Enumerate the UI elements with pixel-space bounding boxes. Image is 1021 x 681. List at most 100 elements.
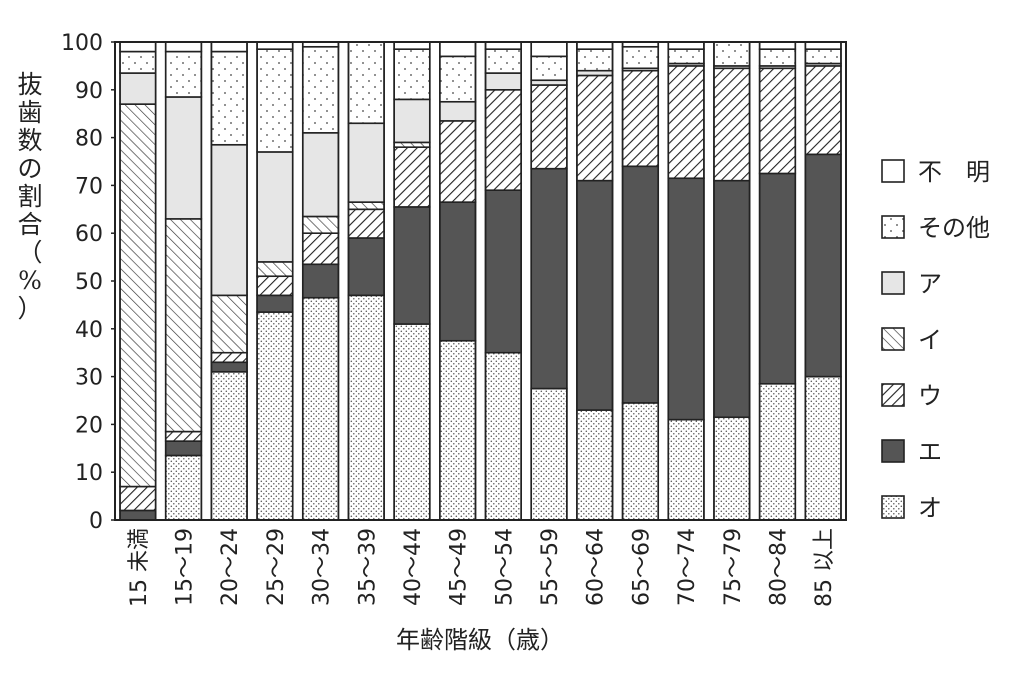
- bar-segment: [210, 294, 248, 354]
- bar-segment: [758, 41, 797, 50]
- y-axis-label: 抜歯数の割合（%）: [17, 70, 42, 323]
- bar-segment: [804, 375, 842, 521]
- bar-stack: [484, 41, 522, 521]
- bar-segment: [347, 122, 385, 203]
- bar-segment: [713, 179, 751, 419]
- bar-segment: [621, 69, 660, 168]
- bar-stack: [301, 41, 340, 521]
- x-category-label: 60～64: [584, 528, 609, 606]
- x-category-label: 30～34: [310, 528, 335, 606]
- bar-segment: [210, 361, 248, 373]
- bar-stack: [393, 41, 431, 521]
- y-tick-label: 60: [75, 222, 103, 247]
- x-category-label: 50～54: [492, 528, 517, 606]
- bar-segment: [119, 509, 157, 521]
- y-tick-labels: 0 10 20 30 40 50 60 70 80 90 100: [61, 31, 115, 534]
- bar-stack: [576, 41, 614, 521]
- bar-segment: [393, 323, 431, 521]
- bar-segment: [439, 201, 477, 342]
- y-tick-label: 30: [75, 366, 103, 391]
- bar-segment: [804, 65, 842, 156]
- bar-segment: [576, 179, 614, 411]
- bar-stack: [713, 41, 751, 521]
- bar-segment: [530, 41, 568, 58]
- bar-segment: [256, 294, 294, 313]
- y-tick-label: 80: [75, 127, 103, 152]
- bar-segment: [576, 41, 614, 50]
- bar-segment: [484, 89, 522, 191]
- bar-segment: [119, 72, 157, 105]
- legend-item: イ: [881, 326, 942, 354]
- bar-segment: [256, 41, 294, 50]
- bar-segment: [210, 351, 248, 364]
- bar-segment: [439, 100, 477, 122]
- bar-stack: [347, 41, 385, 521]
- plot-frame: [114, 41, 847, 521]
- x-category-label: 15 未満: [127, 528, 152, 607]
- x-category-label: 70～74: [675, 528, 700, 606]
- bar-segment: [758, 172, 797, 385]
- bar-segment: [439, 55, 477, 103]
- bar-segment: [758, 382, 797, 521]
- bar-segment: [804, 153, 842, 378]
- bar-segment: [393, 206, 431, 325]
- x-axis-label: 年齢階級（歳）: [396, 626, 564, 654]
- bar-stack: [530, 41, 568, 521]
- x-category-label: 40～44: [401, 528, 426, 606]
- y-tick-label: 20: [75, 413, 103, 438]
- x-category-label: 25～29: [264, 528, 289, 606]
- bar-stack: [439, 41, 477, 521]
- bar-segment: [484, 72, 522, 91]
- bar-segment: [393, 98, 431, 144]
- y-tick-label: 40: [75, 318, 103, 343]
- bar-segment: [164, 440, 203, 457]
- bar-segment: [393, 146, 431, 208]
- legend-item: オ: [881, 494, 942, 522]
- bar-segment: [301, 296, 340, 521]
- bar-segment: [713, 416, 751, 521]
- legend-swatch: [881, 159, 905, 183]
- x-category-label: 65～69: [629, 528, 654, 606]
- legend-label: その他: [918, 214, 990, 242]
- bar-segment: [530, 55, 568, 82]
- y-tick-label: 100: [61, 31, 103, 56]
- bar-stack: [119, 41, 157, 521]
- bar-segment: [119, 485, 157, 512]
- bar-segment: [301, 232, 340, 266]
- legend-item: 不 明: [881, 158, 990, 186]
- bar-segment: [621, 402, 660, 521]
- x-category-label: 45～49: [447, 528, 472, 606]
- bar-stack: [256, 41, 294, 521]
- bar-stack: [667, 41, 705, 521]
- bar-segment: [347, 294, 385, 521]
- bar-segment: [164, 41, 203, 53]
- bar-segment: [119, 103, 157, 488]
- bar-segment: [667, 177, 705, 421]
- bar-segment: [758, 48, 797, 67]
- x-category-label: 80～84: [766, 528, 791, 606]
- legend-swatch: [881, 215, 905, 239]
- bar-segment: [301, 215, 340, 235]
- y-axis-title: 抜歯数の割合（%）: [17, 70, 42, 323]
- bar-segment: [667, 48, 705, 65]
- x-category-label: 35～39: [355, 528, 380, 606]
- bar-segment: [256, 48, 294, 153]
- bar-segment: [393, 48, 431, 101]
- bar-segment: [164, 454, 203, 521]
- bar-segment: [667, 41, 705, 50]
- bar-segment: [210, 143, 248, 297]
- legend-label: ア: [918, 270, 942, 298]
- bar-segment: [621, 165, 660, 404]
- legend-label: オ: [918, 494, 942, 522]
- legend-item: ウ: [881, 382, 942, 410]
- bar-segment: [164, 50, 203, 98]
- y-tick-label: 90: [75, 79, 103, 104]
- legend-swatch: [881, 271, 905, 295]
- legend-swatch: [881, 383, 905, 407]
- bar-segment: [119, 41, 157, 53]
- bar-stack: [621, 41, 660, 521]
- bar-segment: [301, 45, 340, 134]
- bar-segment: [256, 311, 294, 521]
- bar-segment: [484, 48, 522, 74]
